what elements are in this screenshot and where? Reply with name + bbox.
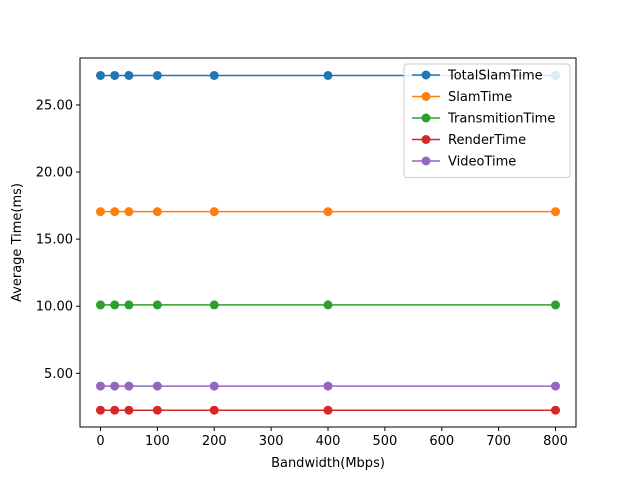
y-tick-label: 20.00: [36, 166, 73, 181]
data-point: [152, 70, 162, 80]
data-point: [95, 300, 105, 310]
data-point: [209, 381, 219, 391]
legend-label: VideoTime: [448, 155, 516, 170]
legend-item: TransmitionTime: [412, 112, 555, 127]
y-axis-ticks: 5.00 10.00 15.00 20.00 25.00: [36, 98, 80, 382]
x-tick-label: 100: [145, 434, 170, 449]
data-point: [124, 381, 134, 391]
data-point: [551, 405, 561, 415]
data-point: [124, 207, 134, 217]
plot-frame: [79, 57, 577, 428]
data-point: [95, 405, 105, 415]
legend-label: TransmitionTime: [447, 112, 555, 127]
data-point: [110, 381, 120, 391]
data-point: [209, 405, 219, 415]
data-point: [551, 300, 561, 310]
x-axis-ticks: 0 100 200 300 400 500 600 700 800: [96, 427, 568, 449]
legend-marker: [421, 156, 431, 166]
legend-label: TotalSlamTime: [447, 69, 543, 84]
data-point: [323, 381, 333, 391]
x-tick-label: 0: [96, 434, 104, 449]
data-point: [124, 405, 134, 415]
data-point: [110, 300, 120, 310]
data-point: [95, 381, 105, 391]
data-point: [152, 207, 162, 217]
data-point: [152, 381, 162, 391]
data-point: [323, 207, 333, 217]
data-point: [124, 70, 134, 80]
x-tick-label: 600: [429, 434, 454, 449]
legend-item: RenderTime: [412, 133, 526, 148]
data-point: [209, 300, 219, 310]
y-tick-label: 5.00: [44, 367, 73, 382]
data-point: [209, 70, 219, 80]
legend-marker: [421, 70, 431, 80]
x-tick-label: 400: [316, 434, 341, 449]
x-tick-label: 800: [543, 434, 568, 449]
data-point: [152, 300, 162, 310]
legend-marker: [421, 135, 431, 144]
data-point: [323, 70, 333, 80]
y-tick-label: 25.00: [36, 98, 73, 113]
x-tick-label: 700: [486, 434, 511, 449]
data-point: [551, 381, 561, 391]
x-axis-label: Bandwidth(Mbps): [271, 456, 385, 471]
legend-item: SlamTime: [412, 90, 512, 105]
data-point: [110, 70, 120, 80]
x-tick-label: 200: [202, 434, 227, 449]
data-point: [95, 70, 105, 80]
y-axis-label: Average Time(ms): [10, 183, 25, 302]
legend-label: RenderTime: [448, 133, 526, 148]
legend-marker: [421, 92, 431, 101]
legend-item: VideoTime: [412, 155, 516, 170]
data-point: [323, 405, 333, 415]
y-tick-label: 10.00: [36, 300, 73, 315]
y-tick-label: 15.00: [36, 233, 73, 248]
legend-item: TotalSlamTime: [412, 69, 543, 84]
data-point: [110, 405, 120, 415]
data-point: [551, 207, 561, 217]
data-point: [323, 300, 333, 310]
data-point: [209, 207, 219, 217]
legend: TotalSlamTime SlamTime TransmitionTime Rend…: [403, 63, 571, 178]
x-tick-label: 500: [372, 434, 397, 449]
legend-marker: [421, 113, 431, 123]
data-point: [110, 207, 120, 217]
data-point: [152, 405, 162, 415]
legend-label: SlamTime: [448, 90, 512, 105]
data-point: [124, 300, 134, 310]
x-tick-label: 300: [259, 434, 284, 449]
legend-box: [403, 63, 571, 178]
data-point: [95, 207, 105, 217]
